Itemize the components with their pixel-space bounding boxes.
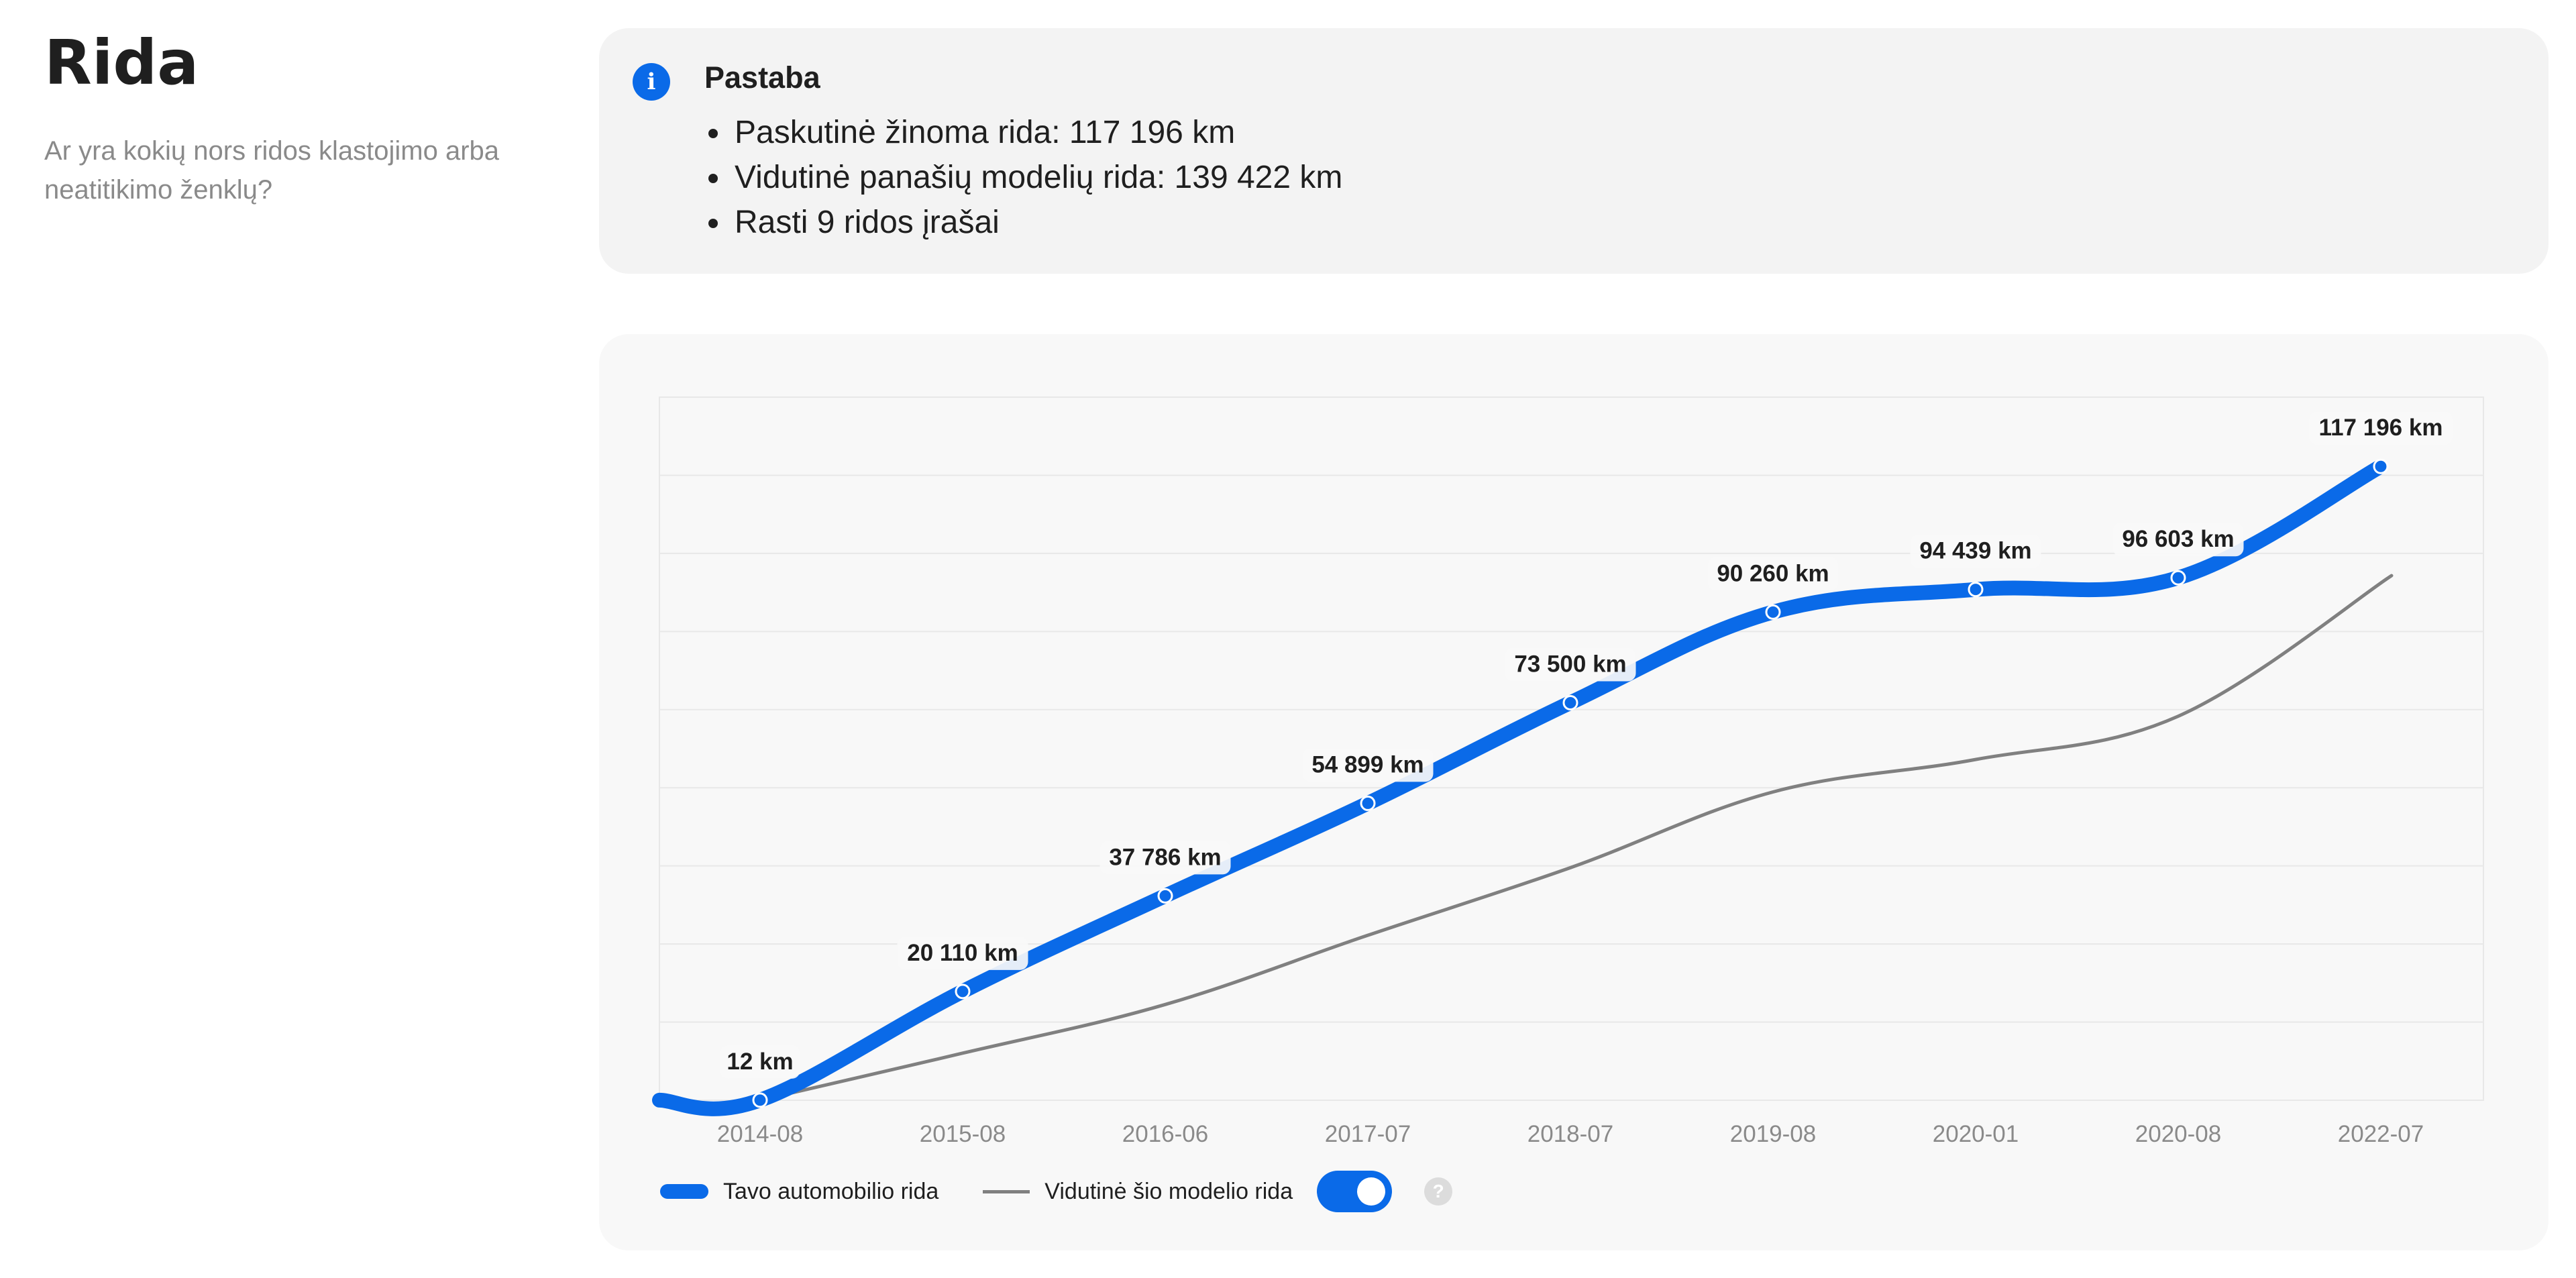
note-list: Paskutinė žinoma rida: 117 196 km Viduti… (704, 110, 1342, 245)
data-label: 96 603 km (2122, 526, 2234, 552)
data-label-bg (897, 936, 1028, 970)
data-label-bg (720, 1045, 800, 1079)
data-label-bg (2309, 411, 2453, 445)
page-title: Rida (44, 27, 199, 99)
note-item-last-mileage: Paskutinė žinoma rida: 117 196 km (704, 110, 1342, 155)
data-point (2170, 570, 2186, 586)
data-label: 117 196 km (2319, 415, 2443, 441)
x-tick-label: 2014-08 (717, 1121, 803, 1147)
note-item-average-mileage: Vidutinė panašių modelių rida: 139 422 k… (704, 155, 1342, 200)
data-point (955, 983, 971, 1000)
x-tick-label: 2019-08 (1730, 1121, 1816, 1147)
data-point (1968, 582, 1984, 598)
legend-own-swatch (660, 1184, 708, 1199)
data-label: 73 500 km (1514, 651, 1626, 677)
note-title: Pastaba (704, 60, 820, 95)
data-label: 90 260 km (1717, 560, 1829, 586)
data-label: 37 786 km (1109, 844, 1221, 870)
data-label-bg (1099, 841, 1231, 875)
data-label-bg (1505, 647, 1636, 682)
data-point (1765, 604, 1781, 620)
toggle-knob (1357, 1177, 1386, 1206)
data-label: 94 439 km (1919, 538, 2031, 564)
data-label: 20 110 km (907, 940, 1018, 966)
x-tick-label: 2022-07 (2338, 1121, 2424, 1147)
data-label-bg (2112, 523, 2244, 557)
x-tick-label: 2018-07 (1527, 1121, 1613, 1147)
note-panel: i Pastaba Paskutinė žinoma rida: 117 196… (599, 28, 2548, 274)
mileage-chart-card: 12 km 20 110 km 37 786 km 54 899 km 73 500 k… (599, 334, 2548, 1250)
legend-average-swatch (983, 1189, 1030, 1193)
data-point (1157, 888, 1173, 904)
x-tick-label: 2015-08 (920, 1121, 1006, 1147)
data-label: 54 899 km (1311, 751, 1424, 778)
x-tick-label: 2020-01 (1933, 1121, 2019, 1147)
legend-own-label: Tavo automobilio rida (723, 1178, 939, 1204)
data-point (1562, 694, 1578, 710)
data-point (2373, 458, 2389, 474)
note-item-record-count: Rasti 9 ridos įrašai (704, 200, 1342, 245)
data-point (1360, 795, 1376, 811)
series-own-line (652, 459, 2388, 1116)
data-label: 12 km (727, 1049, 793, 1075)
series-average-line (758, 574, 2394, 1102)
mileage-chart: 12 km 20 110 km 37 786 km 54 899 km 73 500 k… (652, 396, 2484, 1147)
x-tick-label: 2017-07 (1325, 1121, 1411, 1147)
average-line-toggle[interactable] (1317, 1171, 1393, 1212)
info-icon: i (633, 63, 670, 101)
help-icon[interactable]: ? (1424, 1177, 1453, 1206)
data-label-bg (1910, 534, 2041, 568)
chart-legend: Tavo automobilio rida Vidutinė šio model… (660, 1171, 1453, 1212)
page-subtitle: Ar yra kokių nors ridos klastojimo arba … (44, 136, 500, 205)
data-label-bg (1707, 557, 1839, 591)
x-tick-label: 2020-08 (2135, 1121, 2221, 1147)
data-label-bg (1302, 748, 1434, 782)
legend-average-label: Vidutinė šio modelio rida (1044, 1178, 1293, 1204)
data-point (752, 1092, 768, 1108)
plot-area (659, 396, 2484, 1101)
x-tick-label: 2016-06 (1122, 1121, 1208, 1147)
